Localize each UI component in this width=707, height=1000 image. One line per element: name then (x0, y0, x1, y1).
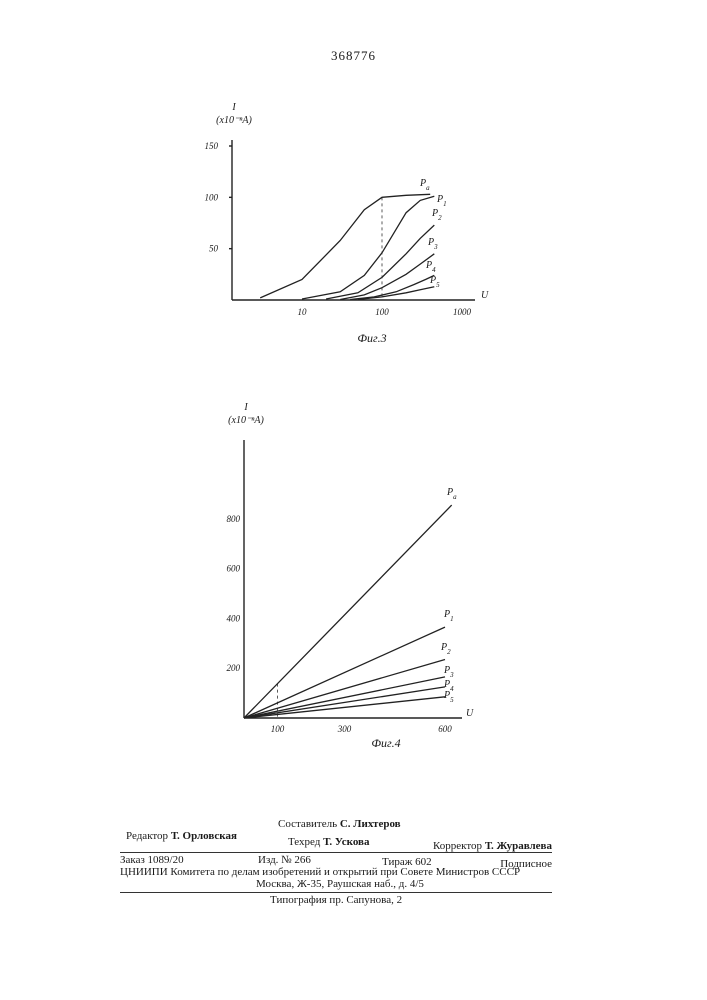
fig3-y-tick-label-1: 100 (205, 192, 219, 202)
printing-house: Типография пр. Сапунова, 2 (270, 894, 402, 906)
tech-label: Техред (288, 836, 320, 848)
compiler-line: Составитель С. Лихтеров (278, 818, 401, 830)
fig3-y-tick-label-0: 50 (209, 244, 219, 254)
colophon-rule-top (120, 852, 552, 853)
fig4-y-tick-label-1: 400 (227, 613, 241, 623)
tech-line: Техред Т. Ускова (288, 836, 370, 848)
fig3-x-tick-label-2: 1000 (453, 307, 472, 317)
fig4-series-label-P1: P1 (443, 609, 454, 623)
fig4-series-P4 (244, 687, 445, 718)
fig3-series-label-P1: P1 (436, 194, 447, 208)
compiler-name: С. Лихтеров (340, 818, 401, 830)
fig3-series-label-P3: P3 (427, 237, 438, 251)
fig3-series-P1 (302, 196, 434, 299)
fig4-series-Pa (244, 505, 452, 718)
fig3-x-axis-label: U (481, 290, 489, 301)
fig3-y-axis-label: I (231, 102, 236, 113)
fig3-series-P4 (350, 275, 434, 299)
page-number: 368776 (0, 48, 707, 64)
fig4-y-tick-label-3: 800 (227, 514, 241, 524)
fig4-series-P5 (244, 697, 445, 718)
address: Москва, Ж-35, Раушская наб., д. 4/5 (256, 878, 424, 890)
corrector-name: Т. Журавлева (485, 840, 552, 852)
fig3-series-Pa (260, 194, 430, 298)
fig4-x-axis-label: U (466, 708, 474, 719)
fig4-series-P1 (244, 627, 445, 718)
figure-4-chart: I(x10⁻ⁿA)U200400600800100300600PaP1P2P3P… (0, 395, 707, 775)
fig4-x-tick-label-1: 300 (337, 724, 352, 734)
fig4-x-tick-label-2: 600 (438, 724, 452, 734)
fig4-series-label-P2: P2 (440, 642, 451, 656)
tech-name: Т. Ускова (323, 836, 369, 848)
fig3-x-tick-label-1: 100 (375, 307, 389, 317)
corrector-label: Корректор (433, 840, 482, 852)
fig4-x-tick-label-0: 100 (271, 724, 285, 734)
figure-3-chart: I(x10⁻ⁿA)U50100150101001000PaP1P2P3P4P5Ф… (0, 95, 707, 355)
corrector-line: Корректор Т. Журавлева (433, 840, 552, 852)
editor-label: Редактор (126, 830, 168, 842)
fig4-series-P3 (244, 677, 445, 718)
fig3-series-P3 (340, 254, 434, 300)
fig4-y-axis-units: (x10⁻ⁿA) (228, 415, 264, 426)
fig4-series-P2 (244, 660, 445, 719)
institute: ЦНИИПИ Комитета по делам изобретений и о… (120, 866, 520, 878)
fig4-caption: Фиг.4 (371, 736, 400, 750)
fig3-series-label-Pa: Pa (419, 178, 430, 192)
editor-line: Редактор Т. Орловская (126, 830, 237, 842)
fig3-y-axis-units: (x10⁻ⁿA) (216, 115, 252, 126)
fig4-y-tick-label-2: 600 (227, 564, 241, 574)
edition-number: Изд. № 266 (258, 854, 311, 866)
fig4-series-label-Pa: Pa (446, 487, 457, 501)
fig4-y-axis-label: I (243, 402, 248, 413)
fig3-caption: Фиг.3 (357, 331, 386, 345)
fig3-series-label-P4: P4 (425, 260, 436, 274)
compiler-label: Составитель (278, 818, 337, 830)
colophon-rule-bottom (120, 892, 552, 893)
fig4-y-tick-label-0: 200 (227, 663, 241, 673)
editor-name: Т. Орловская (171, 830, 237, 842)
fig3-x-tick-label-0: 10 (298, 307, 308, 317)
fig3-series-label-P2: P2 (431, 208, 442, 222)
fig3-y-tick-label-2: 150 (205, 141, 219, 151)
order-number: Заказ 1089/20 (120, 854, 184, 866)
